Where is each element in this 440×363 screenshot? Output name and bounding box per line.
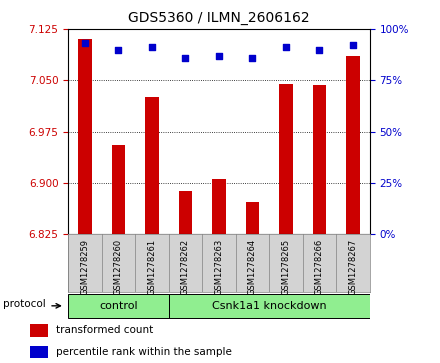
Bar bbox=[68, 294, 169, 318]
Text: control: control bbox=[99, 301, 138, 311]
Point bbox=[249, 55, 256, 61]
Bar bbox=[212, 179, 226, 234]
Bar bbox=[279, 84, 293, 234]
Bar bbox=[30, 346, 48, 358]
Bar bbox=[145, 97, 159, 234]
Text: GSM1278264: GSM1278264 bbox=[248, 239, 257, 295]
Text: GSM1278262: GSM1278262 bbox=[181, 239, 190, 295]
Point bbox=[282, 45, 290, 50]
Point bbox=[182, 55, 189, 61]
Text: GSM1278266: GSM1278266 bbox=[315, 239, 324, 295]
Bar bbox=[246, 202, 259, 234]
Text: GSM1278263: GSM1278263 bbox=[214, 239, 224, 295]
Bar bbox=[30, 324, 48, 337]
Bar bbox=[112, 145, 125, 234]
Text: GSM1278261: GSM1278261 bbox=[147, 239, 157, 295]
Point bbox=[316, 46, 323, 52]
Point bbox=[216, 53, 223, 58]
Text: protocol: protocol bbox=[4, 299, 46, 310]
Text: GSM1278260: GSM1278260 bbox=[114, 239, 123, 295]
Bar bbox=[346, 56, 359, 234]
Title: GDS5360 / ILMN_2606162: GDS5360 / ILMN_2606162 bbox=[128, 11, 310, 25]
Text: GSM1278259: GSM1278259 bbox=[81, 239, 89, 295]
Text: percentile rank within the sample: percentile rank within the sample bbox=[56, 347, 231, 357]
Bar bbox=[78, 39, 92, 234]
Text: GSM1278265: GSM1278265 bbox=[281, 239, 290, 295]
Point bbox=[81, 41, 88, 46]
Bar bbox=[179, 191, 192, 234]
Point bbox=[349, 42, 356, 48]
Text: transformed count: transformed count bbox=[56, 326, 153, 335]
Text: Csnk1a1 knockdown: Csnk1a1 knockdown bbox=[212, 301, 326, 311]
Point bbox=[148, 45, 155, 50]
Text: GSM1278267: GSM1278267 bbox=[348, 239, 357, 295]
Bar bbox=[313, 85, 326, 234]
Bar bbox=[169, 294, 370, 318]
Point bbox=[115, 46, 122, 52]
